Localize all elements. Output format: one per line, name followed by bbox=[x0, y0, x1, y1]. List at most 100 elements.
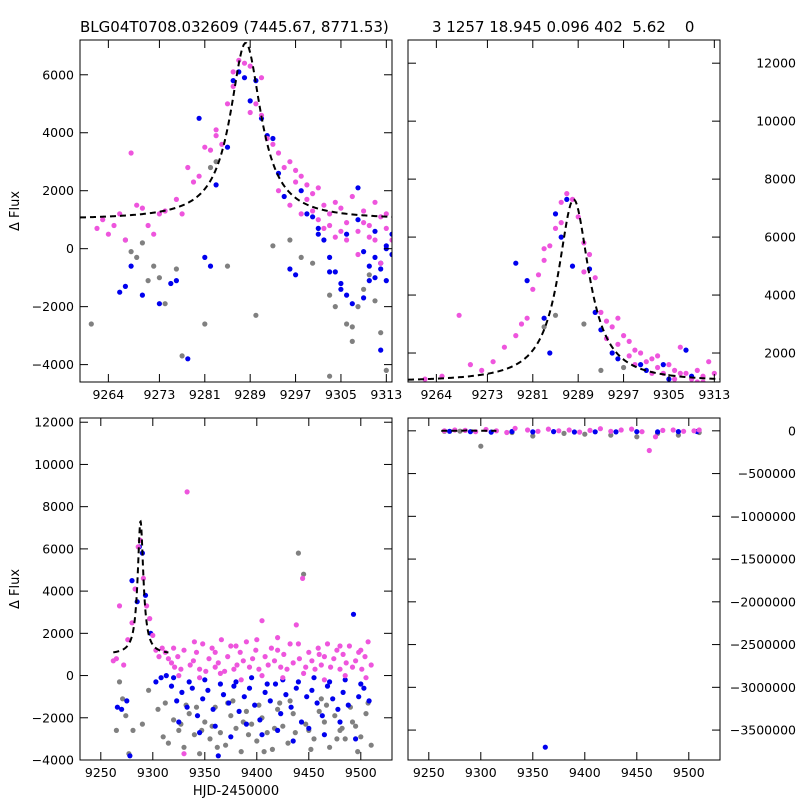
point-magenta bbox=[569, 196, 576, 202]
point-magenta bbox=[626, 353, 632, 359]
title-left: BLG04T0708.032609 (7445.67, 8771.53) bbox=[80, 18, 389, 36]
point-magenta bbox=[358, 647, 364, 653]
point-gray bbox=[165, 740, 171, 746]
point-gray bbox=[179, 353, 185, 359]
point-magenta bbox=[378, 260, 384, 266]
point-magenta bbox=[246, 664, 253, 670]
point-blue bbox=[246, 685, 253, 691]
point-gray bbox=[344, 321, 350, 327]
point-magenta bbox=[683, 370, 689, 376]
point-magenta bbox=[176, 673, 182, 679]
x-tick-label: 9350 bbox=[517, 765, 549, 780]
x-axis: 9250 9300 9350 9400 9450 9500 bbox=[413, 418, 705, 780]
point-magenta bbox=[258, 75, 265, 81]
point-blue bbox=[353, 736, 359, 742]
point-magenta bbox=[361, 220, 367, 226]
point-magenta bbox=[281, 651, 287, 658]
point-magenta bbox=[230, 69, 236, 75]
point-blue bbox=[643, 367, 649, 373]
point-blue bbox=[281, 193, 287, 200]
point-magenta bbox=[290, 660, 296, 666]
point-blue bbox=[342, 677, 348, 683]
x-tick-label: 9305 bbox=[325, 387, 357, 402]
point-gray bbox=[295, 550, 301, 556]
point-magenta bbox=[275, 647, 281, 653]
data-points bbox=[88, 57, 392, 379]
point-gray bbox=[321, 719, 327, 725]
x-tick-label: 9281 bbox=[189, 387, 221, 402]
point-magenta bbox=[125, 637, 131, 643]
point-blue bbox=[634, 429, 640, 435]
point-magenta bbox=[116, 603, 123, 609]
point-gray bbox=[363, 711, 369, 717]
point-blue bbox=[306, 725, 312, 731]
y-tick-label: −1500000 bbox=[730, 552, 796, 567]
point-magenta bbox=[365, 639, 371, 645]
point-magenta bbox=[672, 376, 678, 382]
point-blue bbox=[200, 696, 206, 702]
point-magenta bbox=[681, 428, 687, 434]
point-magenta bbox=[603, 318, 610, 324]
point-magenta bbox=[368, 662, 374, 668]
x-tick-label: 9297 bbox=[608, 387, 640, 402]
point-magenta bbox=[306, 649, 312, 655]
point-magenta bbox=[321, 225, 327, 231]
point-blue bbox=[324, 683, 331, 689]
y-tick-label: −2000 bbox=[32, 710, 74, 725]
y-tick-label: 6000 bbox=[42, 541, 74, 556]
point-gray bbox=[361, 286, 367, 292]
point-blue bbox=[327, 679, 333, 685]
point-blue bbox=[259, 732, 265, 738]
point-magenta bbox=[660, 427, 666, 433]
point-magenta bbox=[547, 243, 553, 249]
point-magenta bbox=[512, 425, 518, 431]
point-gray bbox=[202, 719, 208, 725]
point-gray bbox=[308, 746, 314, 753]
point-gray bbox=[270, 243, 276, 249]
model-curve bbox=[80, 41, 392, 219]
point-magenta bbox=[128, 150, 134, 156]
point-magenta bbox=[338, 228, 344, 234]
point-gray bbox=[598, 367, 604, 373]
point-magenta bbox=[209, 645, 215, 651]
y-tick-label: −3500000 bbox=[730, 723, 796, 738]
point-gray bbox=[238, 749, 244, 755]
point-gray bbox=[173, 266, 179, 272]
point-blue bbox=[202, 677, 208, 683]
point-magenta bbox=[646, 447, 652, 454]
point-magenta bbox=[113, 656, 119, 662]
point-magenta bbox=[706, 359, 712, 365]
x-tick-label: 9250 bbox=[85, 765, 117, 780]
point-magenta bbox=[293, 622, 299, 628]
point-magenta bbox=[541, 246, 547, 252]
point-magenta bbox=[122, 237, 128, 243]
point-blue bbox=[220, 692, 227, 698]
point-magenta bbox=[270, 141, 276, 147]
point-gray bbox=[197, 751, 203, 757]
point-magenta bbox=[287, 641, 293, 647]
plot-frame bbox=[79, 417, 393, 761]
point-magenta bbox=[271, 658, 278, 664]
point-magenta bbox=[581, 269, 587, 275]
y-tick-label: −1000000 bbox=[730, 509, 796, 524]
point-blue bbox=[228, 734, 234, 740]
x-tick-label: 9281 bbox=[517, 387, 549, 402]
point-magenta bbox=[700, 379, 706, 382]
series-magenta bbox=[94, 57, 392, 266]
point-magenta bbox=[361, 208, 367, 214]
point-magenta bbox=[332, 234, 338, 240]
point-magenta bbox=[287, 202, 293, 208]
point-gray bbox=[608, 432, 614, 438]
point-magenta bbox=[295, 641, 301, 647]
x-axis: 9264 9273 9281 9289 9297 9305 9313 bbox=[92, 40, 402, 402]
point-magenta bbox=[490, 359, 496, 365]
point-magenta bbox=[677, 370, 683, 376]
point-magenta bbox=[597, 426, 604, 432]
point-gray bbox=[323, 702, 330, 708]
point-magenta bbox=[615, 341, 621, 347]
point-gray bbox=[171, 717, 177, 723]
point-magenta bbox=[355, 228, 361, 234]
series-blue bbox=[117, 69, 392, 362]
point-magenta bbox=[222, 668, 228, 674]
point-blue bbox=[338, 286, 344, 292]
